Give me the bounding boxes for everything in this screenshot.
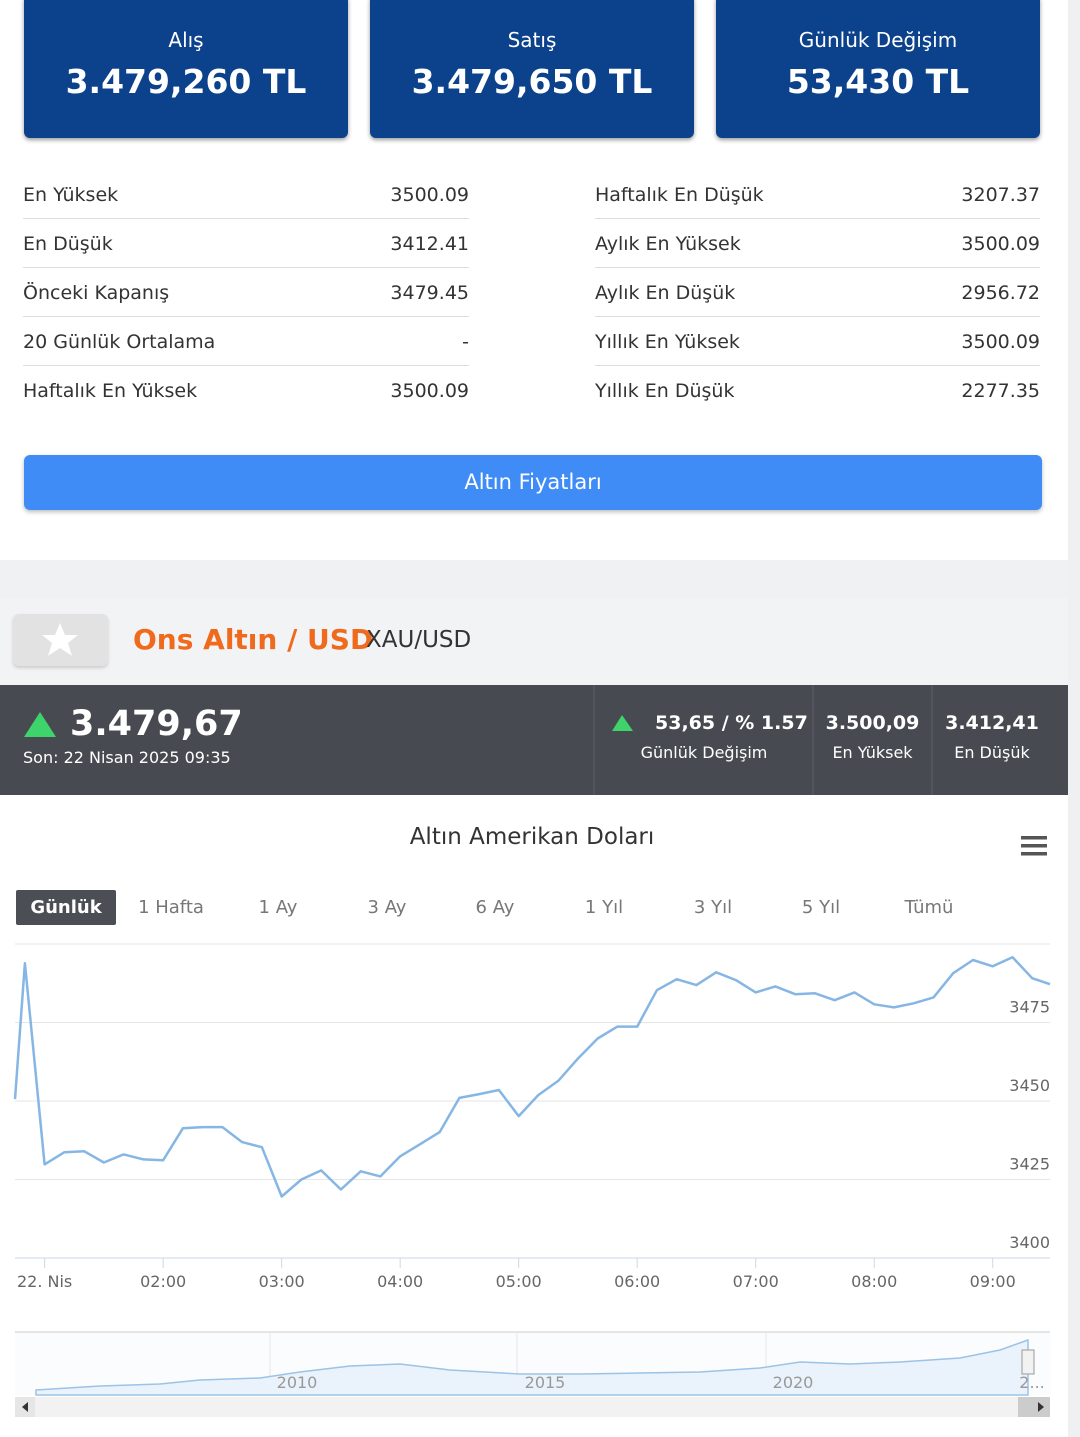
price-line: [13, 955, 1051, 1198]
card-label: Alış: [168, 28, 204, 52]
range-button[interactable]: 1 Ay: [258, 897, 298, 918]
quote-decor: [24, 685, 933, 795]
stat-divider: [23, 365, 469, 366]
range-button[interactable]: 1 Yıl: [584, 897, 624, 918]
chart-menu[interactable]: [1018, 832, 1050, 860]
stat-value: 3500.09: [961, 331, 1040, 353]
y-tick-label: 3400: [1009, 1233, 1050, 1252]
instrument-code: XAU/USD: [366, 627, 472, 653]
scroll-right-arrow: [1038, 1402, 1044, 1412]
stat-divider: [595, 365, 1040, 366]
navigator-label: 2020: [773, 1373, 814, 1392]
scroll-left-arrow: [22, 1402, 28, 1412]
star-icon: [42, 623, 78, 656]
range-button[interactable]: 6 Ay: [475, 897, 515, 918]
stat-label: Haftalık En Yüksek: [23, 380, 198, 402]
stat-value: 3412.41: [390, 233, 469, 255]
scrollbar[interactable]: [15, 1397, 1050, 1417]
stat-label: En Düşük: [23, 233, 113, 255]
stat-value: 2956.72: [961, 282, 1040, 304]
range-button[interactable]: 5 Yıl: [801, 897, 841, 918]
navigator-handle[interactable]: [1021, 1349, 1035, 1375]
range-button[interactable]: Günlük: [16, 890, 116, 925]
stat-label: Önceki Kapanış: [23, 282, 170, 304]
price-card: [370, 0, 694, 138]
chart: 3400 3425 3450 3475 22. Nis 02:00 03:00 04:00 05…: [13, 943, 1051, 1417]
x-tick-label: 02:00: [140, 1272, 186, 1291]
navigator-label: 2010: [277, 1373, 318, 1392]
stat-value: 3500.09: [961, 233, 1040, 255]
y-tick-label: 3475: [1009, 998, 1050, 1017]
x-tick-label: 08:00: [851, 1272, 897, 1291]
stat-label: Aylık En Yüksek: [595, 233, 741, 255]
stat-label: Haftalık En Düşük: [595, 184, 764, 206]
instrument-header: [0, 598, 1068, 685]
stat-value: 3500.09: [390, 380, 469, 402]
x-tick-label: 03:00: [259, 1272, 305, 1291]
stat-label: Yıllık En Düşük: [595, 380, 735, 402]
x-tick-label: 05:00: [496, 1272, 542, 1291]
stat-divider: [595, 218, 1040, 219]
stat-divider: [595, 316, 1040, 317]
updated: Son: 22 Nisan 2025 09:35: [23, 748, 231, 767]
high-label: En Yüksek: [832, 743, 913, 762]
x-tick-label: 22. Nis: [17, 1272, 72, 1291]
low: 3.412,41: [945, 712, 1039, 734]
stat-divider: [23, 218, 469, 219]
card-label: Satış: [507, 28, 557, 52]
stat-label: En Yüksek: [23, 184, 119, 206]
price-card: [24, 0, 348, 138]
instrument-name: Ons Altın / USD: [133, 623, 374, 656]
daily-change: 53,65 / % 1.57: [655, 712, 808, 734]
y-tick-label: 3450: [1009, 1076, 1050, 1095]
range-button[interactable]: 1 Hafta: [138, 897, 204, 918]
range-button[interactable]: Tümü: [904, 897, 954, 918]
chart-title: Altın Amerikan Doları: [409, 824, 655, 850]
stat-label: Yıllık En Yüksek: [595, 331, 740, 353]
x-tick-label: 06:00: [614, 1272, 660, 1291]
high: 3.500,09: [825, 712, 920, 734]
range-button[interactable]: 3 Yıl: [693, 897, 733, 918]
price: 3.479,67: [70, 704, 243, 744]
gutter: [1068, 0, 1080, 1437]
range-button[interactable]: 3 Ay: [367, 897, 407, 918]
card-label: Günlük Değişim: [798, 28, 958, 52]
x-tick-label: 07:00: [733, 1272, 779, 1291]
stat-divider: [595, 267, 1040, 268]
navigator-label: 2015: [525, 1373, 566, 1392]
card-value: 3.479,260 TL: [65, 62, 307, 101]
chart-panel: [0, 795, 1068, 1437]
card-value: 53,430 TL: [786, 62, 970, 101]
navigator-label: 2...: [1019, 1373, 1044, 1392]
favorite-button[interactable]: [13, 614, 108, 666]
navigator-series: [35, 1338, 1029, 1396]
x-tick-label: 09:00: [970, 1272, 1016, 1291]
x-tick-label: 04:00: [377, 1272, 423, 1291]
y-tick-label: 3425: [1009, 1155, 1050, 1174]
stat-label: Aylık En Düşük: [595, 282, 736, 304]
stat-value: 3207.37: [961, 184, 1040, 206]
scroll-thumb[interactable]: [1018, 1397, 1050, 1417]
stat-label: 20 Günlük Ortalama: [23, 331, 216, 353]
card-value: 3.479,650 TL: [411, 62, 653, 101]
gold-prices-button[interactable]: Altın Fiyatları: [24, 455, 1042, 510]
stat-value: 2277.35: [961, 380, 1040, 402]
daily-change-label: Günlük Değişim: [640, 743, 768, 762]
stat-divider: [23, 316, 469, 317]
price-card: [716, 0, 1040, 138]
stat-value: 3500.09: [390, 184, 469, 206]
stat-divider: [23, 267, 469, 268]
quote-bar: [0, 685, 1068, 795]
low-label: En Düşük: [954, 743, 1030, 762]
stat-value: -: [462, 331, 469, 353]
stat-value: 3479.45: [390, 282, 469, 304]
